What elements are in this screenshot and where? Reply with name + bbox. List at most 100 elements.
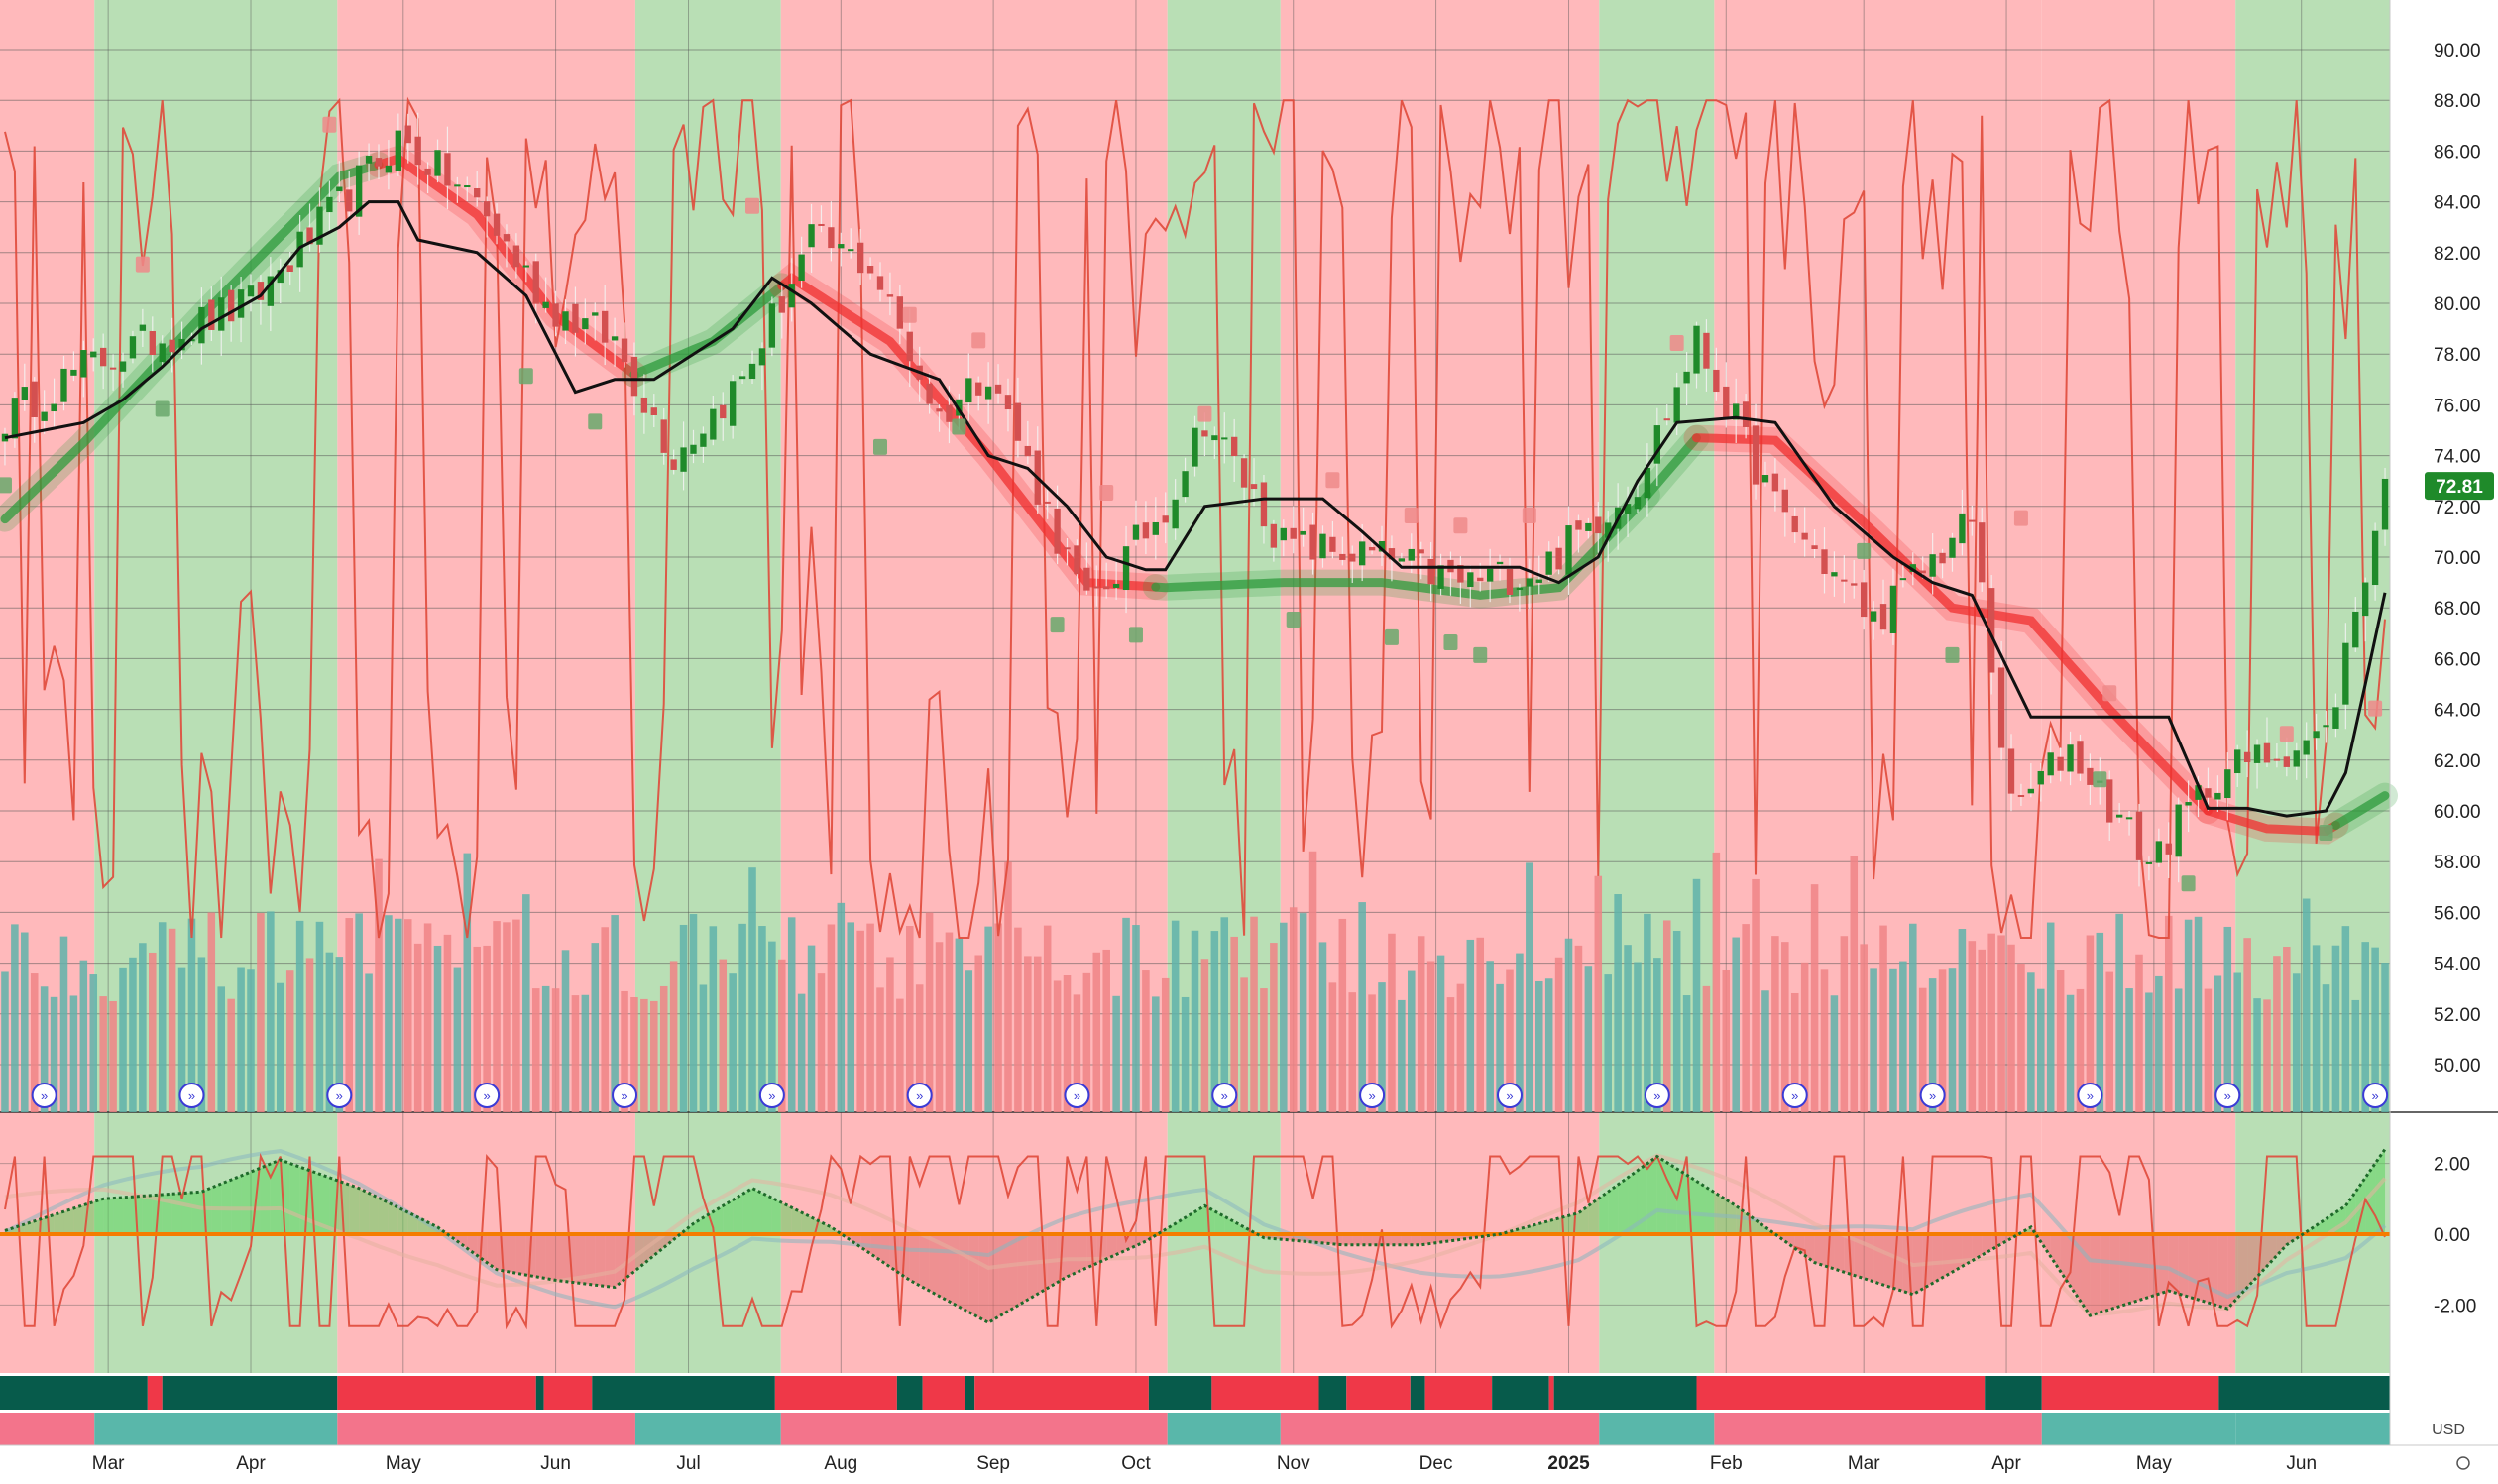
osc-fill: [1548, 1217, 1559, 1234]
candle-body: [2293, 750, 2300, 767]
event-marker-glyph: »: [1506, 1088, 1513, 1103]
volume-bar: [866, 923, 874, 1112]
volume-bar: [1230, 936, 1238, 1112]
candle-body: [11, 398, 19, 439]
ma-line-down: [2203, 806, 2340, 837]
osc-fill: [1834, 1234, 1845, 1273]
osc-fill: [585, 1234, 596, 1286]
candle-body: [1182, 471, 1189, 498]
candle-body: [2087, 767, 2094, 785]
volume-bar: [797, 993, 806, 1112]
osc-fill: [1391, 1234, 1402, 1245]
candle-body: [2027, 788, 2035, 794]
region-bull: [1167, 0, 1281, 1373]
volume-bar: [886, 957, 894, 1112]
volume-bar: [719, 959, 728, 1112]
candle-body: [2323, 725, 2329, 728]
candle-body: [257, 282, 265, 300]
volume-bar: [2283, 946, 2291, 1112]
candle-body: [2313, 731, 2320, 739]
candle-body: [1959, 513, 1966, 544]
buy-marker: [952, 418, 966, 435]
candle-body: [1870, 611, 1877, 622]
osc-fill: [93, 1199, 104, 1234]
x-tick-label: Nov: [1277, 1453, 1310, 1474]
volume-bar: [2233, 972, 2241, 1112]
sell-marker: [902, 306, 917, 323]
y-tick-label: 62.00: [2434, 751, 2481, 772]
volume-bar: [2302, 898, 2311, 1112]
candle-body: [1585, 522, 1592, 531]
volume-bar: [2046, 922, 2055, 1112]
volume-bar: [1024, 956, 1032, 1112]
candle-body: [277, 270, 284, 284]
sell-marker: [1453, 517, 1468, 534]
volume-bar: [158, 922, 167, 1112]
y-tick-label: 70.00: [2434, 548, 2481, 569]
buy-marker: [2093, 771, 2107, 788]
candle-body: [1358, 541, 1366, 566]
volume-bar: [1761, 990, 1769, 1112]
candle-body: [552, 303, 559, 327]
osc-fill: [2060, 1234, 2071, 1287]
strip-top-bear: [147, 1376, 163, 1410]
osc-fill: [2178, 1234, 2189, 1298]
volume-bar: [187, 918, 196, 1112]
sell-marker: [971, 332, 986, 349]
volume-bar: [1997, 935, 2005, 1112]
volume-bar: [365, 973, 373, 1112]
osc-fill: [2158, 1234, 2169, 1295]
volume-bar: [650, 1000, 658, 1112]
volume-bar: [591, 943, 600, 1112]
candle-body: [109, 367, 117, 370]
candle-body: [1250, 484, 1258, 490]
event-marker-icon: [906, 1083, 933, 1108]
candle-body: [2303, 740, 2310, 755]
candle-body: [562, 311, 569, 331]
volume-bar: [50, 996, 58, 1112]
volume-bar: [1820, 969, 1829, 1112]
volume-bar: [1240, 977, 1248, 1112]
candle-body: [493, 213, 501, 236]
osc-fill: [693, 1217, 704, 1234]
volume-bar: [659, 985, 668, 1112]
candle-body: [748, 363, 756, 380]
volume-bar: [1378, 982, 1386, 1112]
candle-body: [1270, 523, 1278, 548]
candle-body: [1535, 579, 1542, 583]
volume-bar: [1968, 941, 1977, 1112]
volume-bar: [1712, 852, 1721, 1112]
candle-body: [139, 324, 147, 331]
volume-bar: [1417, 936, 1425, 1112]
volume-bar: [355, 913, 363, 1112]
osc-fill: [663, 1234, 674, 1248]
osc-fill: [2217, 1234, 2228, 1309]
osc-fill: [949, 1234, 960, 1308]
candle-body: [385, 165, 393, 173]
candle-body: [2125, 817, 2133, 820]
osc-fill: [978, 1234, 989, 1323]
candle-body: [129, 336, 137, 359]
candle-body: [1004, 395, 1012, 410]
x-tick-label: Sep: [976, 1453, 1010, 1474]
candle-body: [2067, 744, 2074, 772]
volume-bar: [807, 945, 816, 1112]
candle-body: [1861, 582, 1868, 618]
osc-fill: [605, 1234, 616, 1288]
candle-body: [532, 261, 539, 304]
strip-bottom-bear_light: [1280, 1413, 1600, 1445]
volume-bar: [1653, 958, 1661, 1112]
candle-body: [542, 301, 549, 308]
candle-body: [936, 408, 943, 412]
volume-bar: [1250, 916, 1258, 1112]
volume-bar: [1564, 938, 1573, 1112]
volume-bar: [621, 990, 628, 1112]
volume-bar: [149, 952, 157, 1112]
volume-bar: [197, 957, 206, 1112]
candle-body: [788, 284, 795, 308]
strip-top-bull: [965, 1376, 975, 1410]
y-tick-label: 50.00: [2434, 1056, 2481, 1077]
sell-marker: [745, 197, 760, 214]
candle-body: [1192, 427, 1198, 467]
